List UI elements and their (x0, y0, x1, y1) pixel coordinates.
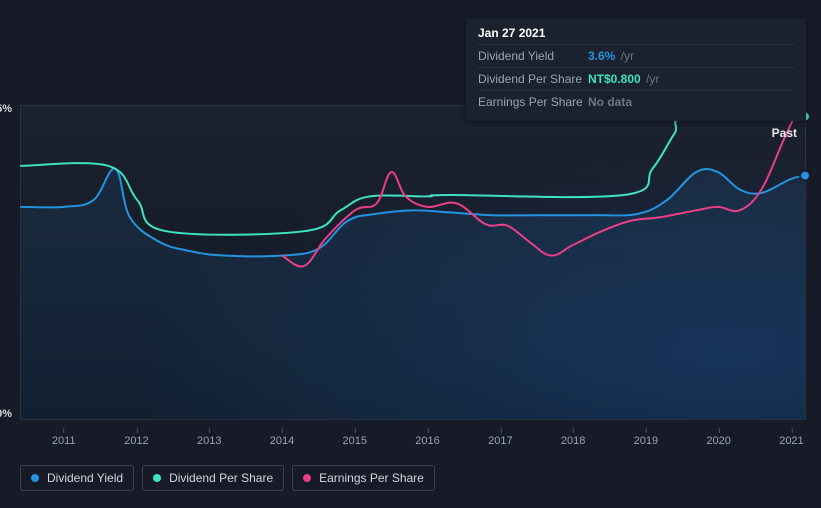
tooltip-row-label: Dividend Per Share (478, 72, 588, 86)
tooltip-date: Jan 27 2021 (478, 26, 794, 44)
x-tick: 2015 (343, 435, 367, 447)
legend-item-label: Dividend Per Share (169, 471, 273, 485)
x-tick: 2018 (561, 435, 585, 447)
legend-item[interactable]: Earnings Per Share (292, 465, 435, 491)
dividend_yield-end-marker (800, 171, 810, 181)
legend: Dividend Yield Dividend Per Share Earnings… (20, 465, 435, 491)
plot-area[interactable] (20, 105, 806, 420)
x-tick: 2014 (270, 435, 294, 447)
tooltip-row-suffix: /yr (617, 49, 634, 63)
x-tick: 2021 (779, 435, 803, 447)
x-tick: 2016 (415, 435, 439, 447)
tooltip-row-value: NT$0.800 /yr (588, 72, 659, 86)
legend-item-label: Dividend Yield (47, 471, 123, 485)
legend-item[interactable]: Dividend Yield (20, 465, 134, 491)
tooltip-row-value: No data (588, 95, 632, 109)
chart-container: Jan 27 2021 Dividend Yield3.6% /yrDivide… (0, 0, 821, 508)
x-axis: 2011 2012 2013 2014 2015 2016 2017 2018 2019 2020… (20, 425, 806, 445)
legend-dot-icon (31, 474, 39, 482)
tooltip-row: Earnings Per ShareNo data (478, 90, 794, 113)
y-axis-label-min: 0% (0, 408, 12, 420)
x-tick: 2011 (52, 435, 76, 447)
y-axis-label-max: 4.5% (0, 103, 12, 115)
past-label: Past (772, 126, 797, 140)
legend-item[interactable]: Dividend Per Share (142, 465, 284, 491)
x-tick: 2012 (124, 435, 148, 447)
legend-dot-icon (153, 474, 161, 482)
x-tick: 2013 (197, 435, 221, 447)
tooltip-row-value: 3.6% /yr (588, 49, 634, 63)
legend-item-label: Earnings Per Share (319, 471, 424, 485)
tooltip-row-label: Earnings Per Share (478, 95, 588, 109)
x-tick: 2017 (488, 435, 512, 447)
tooltip-row: Dividend Per ShareNT$0.800 /yr (478, 67, 794, 90)
chart-svg (21, 106, 805, 419)
legend-dot-icon (303, 474, 311, 482)
tooltip-row-label: Dividend Yield (478, 49, 588, 63)
dividend_yield-area (21, 168, 805, 419)
tooltip-row-suffix: /yr (643, 72, 660, 86)
x-tick: 2020 (706, 435, 730, 447)
x-tick: 2019 (634, 435, 658, 447)
hover-tooltip: Jan 27 2021 Dividend Yield3.6% /yrDivide… (466, 18, 806, 121)
tooltip-row: Dividend Yield3.6% /yr (478, 44, 794, 67)
